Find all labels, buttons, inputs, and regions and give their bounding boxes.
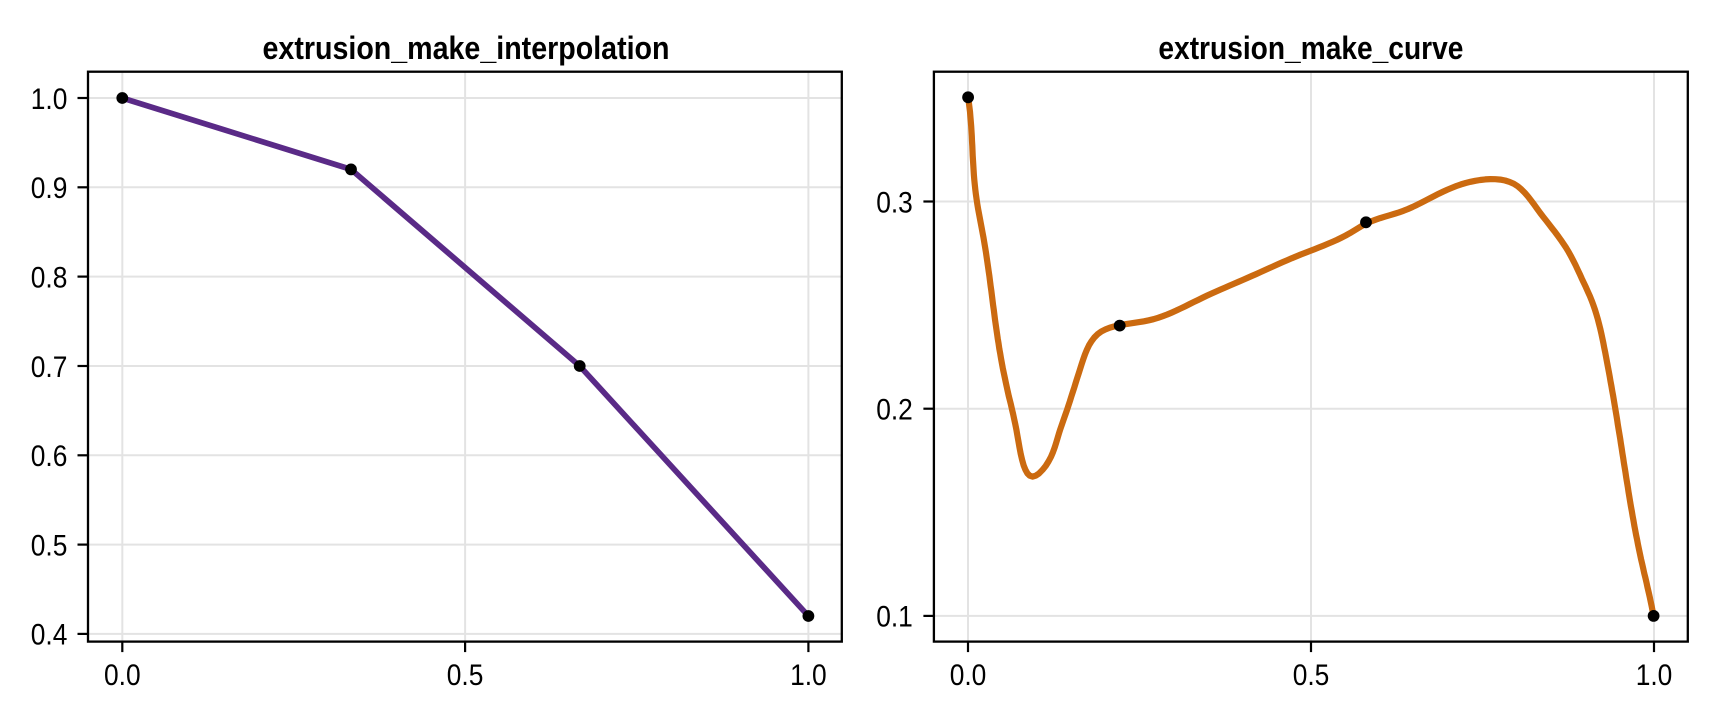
svg-text:0.5: 0.5 bbox=[447, 659, 484, 692]
svg-text:0.0: 0.0 bbox=[104, 659, 141, 692]
svg-text:0.9: 0.9 bbox=[31, 172, 68, 205]
svg-text:0.1: 0.1 bbox=[876, 601, 913, 634]
svg-text:0.5: 0.5 bbox=[31, 529, 68, 562]
svg-text:extrusion_make_interpolation: extrusion_make_interpolation bbox=[263, 30, 670, 66]
svg-text:0.2: 0.2 bbox=[876, 394, 913, 427]
svg-text:0.5: 0.5 bbox=[1293, 659, 1330, 692]
svg-text:0.8: 0.8 bbox=[31, 261, 68, 294]
svg-text:0.3: 0.3 bbox=[876, 186, 913, 219]
svg-text:extrusion_make_curve: extrusion_make_curve bbox=[1158, 30, 1463, 66]
svg-text:0.0: 0.0 bbox=[950, 659, 987, 692]
svg-text:0.4: 0.4 bbox=[31, 619, 68, 652]
svg-text:1.0: 1.0 bbox=[1636, 659, 1673, 692]
svg-text:0.7: 0.7 bbox=[31, 351, 68, 384]
svg-text:1.0: 1.0 bbox=[31, 83, 68, 116]
svg-text:0.6: 0.6 bbox=[31, 440, 68, 473]
svg-text:1.0: 1.0 bbox=[790, 659, 827, 692]
